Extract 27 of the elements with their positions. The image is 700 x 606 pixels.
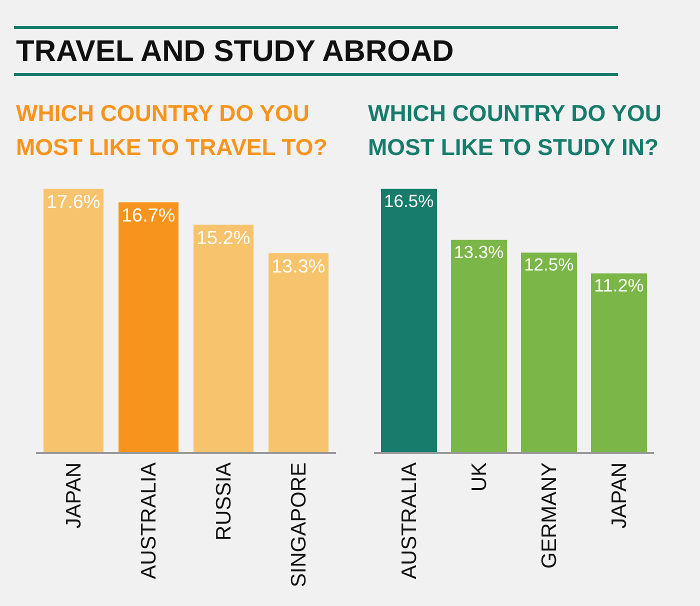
bar [194,224,254,452]
x-tick-label: AUSTRALIA [398,462,421,580]
x-tick-label: GERMANY [538,462,561,569]
chart-subtitle: WHICH COUNTRY DO YOU MOST LIKE TO STUDY IN? [368,99,662,162]
bar [381,188,437,452]
data-label: 16.5% [384,190,434,211]
bar [44,188,104,452]
data-label: 13.3% [272,256,326,278]
chart-title: TRAVEL AND STUDY ABROAD [15,35,454,69]
x-tick-label: JAPAN [62,462,86,529]
x-tick-label: UK [468,462,491,492]
bar [118,202,178,452]
data-label: 16.7% [122,205,176,226]
data-label: 13.3% [454,242,504,262]
data-label: 17.6% [46,192,100,213]
x-tick-label: JAPAN [608,462,631,529]
bar [451,240,507,452]
chart-subtitle: WHICH COUNTRY DO YOU MOST LIKE TO TRAVEL TO? [16,99,328,162]
bar [268,253,328,452]
bar [521,252,577,452]
data-label: 11.2% [594,276,644,296]
x-tick-label: SINGAPORE [287,462,310,588]
data-label: 12.5% [524,254,574,275]
data-label: 15.2% [196,228,250,249]
x-tick-label: AUSTRALIA [137,462,160,580]
x-tick-label: RUSSIA [212,462,236,541]
bar [591,273,647,452]
